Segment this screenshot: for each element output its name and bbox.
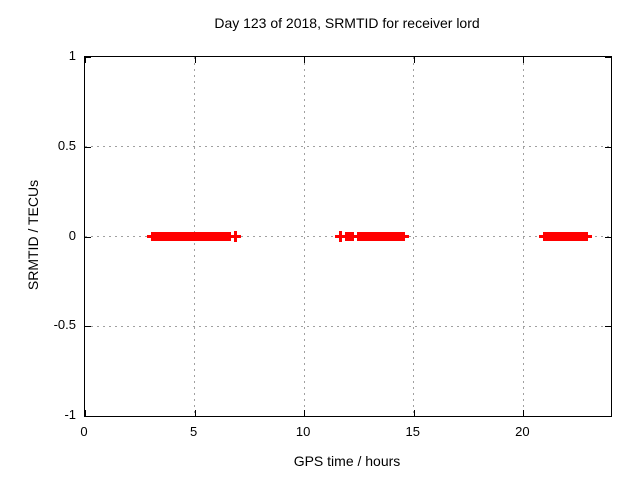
x-tick-mark [304, 410, 306, 416]
y-tick-label: 0 [68, 227, 76, 243]
x-tick-mark [194, 57, 196, 63]
x-tick-label: 15 [405, 424, 420, 439]
y-tick-label: 1 [68, 48, 76, 63]
data-segment [150, 232, 231, 241]
data-segment [543, 232, 588, 241]
gridline-horizontal [85, 146, 611, 148]
gridline-horizontal [85, 325, 611, 327]
y-tick-labels: 1 0.5 0 -0.5 -1 [0, 48, 84, 422]
tick-marks-layer [85, 57, 611, 417]
y-tick-mark [605, 236, 611, 238]
x-tick-mark [85, 57, 86, 63]
y-tick-mark [605, 326, 611, 328]
y-tick-mark [85, 236, 91, 238]
y-tick-mark [85, 57, 91, 58]
x-tick-label: 5 [189, 424, 198, 439]
y-tick-mark [85, 416, 91, 417]
x-tick-mark [413, 57, 415, 63]
x-tick-mark [523, 410, 525, 416]
x-tick-labels: 0 5 10 15 20 [80, 424, 611, 442]
y-tick-mark [605, 146, 611, 148]
data-point-plus [335, 235, 347, 238]
x-tick-mark [523, 57, 525, 63]
x-tick-mark [413, 410, 415, 416]
x-tick-mark [304, 57, 306, 63]
data-series-srmtid [85, 57, 611, 416]
data-point-plus [229, 235, 241, 238]
x-tick-label: 20 [515, 424, 530, 439]
x-tick-label: 0 [80, 424, 88, 439]
y-tick-label: 0.5 [57, 137, 76, 153]
x-tick-label: 10 [295, 424, 311, 439]
plot-area [84, 56, 612, 417]
x-tick-mark [85, 410, 86, 416]
data-segment [357, 232, 405, 241]
y-tick-mark [85, 326, 91, 328]
y-tick-label: -0.5 [53, 317, 76, 333]
chart-title: Day 123 of 2018, SRMTID for receiver lor… [214, 15, 480, 31]
data-segment [345, 232, 354, 241]
y-tick-mark [85, 146, 91, 148]
x-axis-label: GPS time / hours [293, 453, 401, 469]
y-tick-mark [605, 57, 611, 58]
y-tick-label: -1 [64, 407, 76, 422]
x-tick-mark [194, 410, 196, 416]
y-tick-mark [605, 416, 611, 417]
